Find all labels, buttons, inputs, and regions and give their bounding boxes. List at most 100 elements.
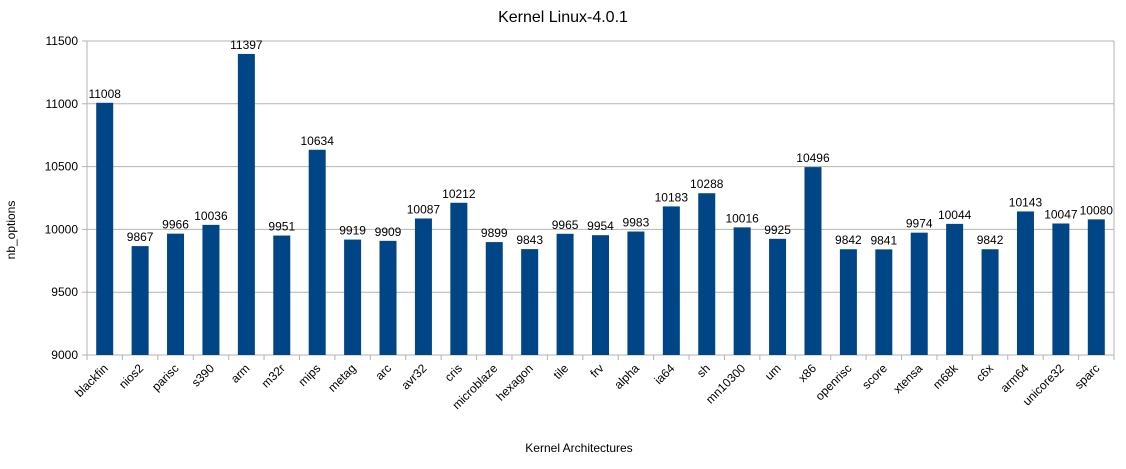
x-tick-label-um: um bbox=[762, 361, 784, 383]
bar-mips bbox=[308, 149, 326, 355]
x-tick-label-tile: tile bbox=[550, 361, 571, 382]
bar-ia64 bbox=[662, 206, 680, 355]
data-label-cris: 10212 bbox=[442, 187, 476, 201]
bar-arm bbox=[237, 53, 255, 355]
bar-alpha bbox=[627, 231, 645, 355]
x-tick-label-sh: sh bbox=[694, 361, 713, 380]
data-label-um: 9925 bbox=[764, 223, 791, 237]
x-tick-label-arm: arm bbox=[228, 361, 253, 386]
x-tick-label-openrisc: openrisc bbox=[813, 361, 855, 403]
chart-title: Kernel Linux-4.0.1 bbox=[498, 9, 628, 26]
x-tick-label-ia64: ia64 bbox=[652, 361, 678, 387]
data-label-m68k: 10044 bbox=[938, 208, 972, 222]
data-label-ia64: 10183 bbox=[655, 190, 689, 204]
bar-sparc bbox=[1087, 219, 1105, 355]
y-tick-label: 9000 bbox=[51, 348, 78, 362]
bar-score bbox=[875, 249, 893, 355]
x-tick-label-m68k: m68k bbox=[930, 361, 961, 392]
bar-mn10300 bbox=[733, 227, 751, 355]
bar-m68k bbox=[946, 223, 964, 355]
y-tick-label: 10000 bbox=[45, 222, 79, 236]
grid-lines bbox=[86, 40, 1115, 356]
x-tick-label-m32r: m32r bbox=[259, 361, 288, 390]
x-tick-label-s390: s390 bbox=[189, 361, 218, 390]
x-tick-label-metag: metag bbox=[325, 361, 358, 394]
data-label-parisc: 9966 bbox=[162, 218, 189, 232]
bar-avr32 bbox=[414, 218, 432, 355]
x-tick-label-mn10300: mn10300 bbox=[703, 361, 749, 407]
data-labels: 11008 9867 9966 10036 11397 9951 10634 9919 9909… bbox=[88, 38, 1113, 247]
data-label-m32r: 9951 bbox=[268, 220, 295, 234]
data-label-arm: 11397 bbox=[230, 38, 263, 52]
bar-hexagon bbox=[521, 249, 539, 355]
x-tick-label-xtensa: xtensa bbox=[890, 361, 925, 396]
x-tick-label-cris: cris bbox=[442, 361, 465, 384]
x-tick-label-parisc: parisc bbox=[149, 361, 182, 394]
bar-metag bbox=[344, 239, 362, 355]
data-label-microblaze: 9899 bbox=[481, 226, 508, 240]
data-label-openrisc: 9842 bbox=[835, 233, 862, 247]
bar-s390 bbox=[202, 224, 220, 355]
x-axis-label: Kernel Architectures bbox=[525, 441, 632, 455]
bar-unicore32 bbox=[1052, 223, 1070, 355]
x-tick-label-c6x: c6x bbox=[973, 361, 996, 384]
data-label-tile: 9965 bbox=[552, 218, 579, 232]
x-tick-label-arc: arc bbox=[372, 361, 394, 383]
y-tick-label: 11500 bbox=[46, 34, 79, 48]
data-label-blackfin: 11008 bbox=[88, 87, 121, 101]
data-label-sh: 10288 bbox=[690, 177, 724, 191]
bar-nios2 bbox=[131, 246, 149, 355]
data-label-avr32: 10087 bbox=[407, 202, 441, 216]
data-label-mn10300: 10016 bbox=[725, 211, 759, 225]
x-tick-label-hexagon: hexagon bbox=[493, 361, 535, 403]
data-label-x86: 10496 bbox=[796, 151, 830, 165]
bar-xtensa bbox=[910, 232, 928, 355]
data-label-alpha: 9983 bbox=[623, 216, 650, 230]
data-label-xtensa: 9974 bbox=[906, 217, 933, 231]
bar-cris bbox=[450, 202, 468, 355]
data-label-arm64: 10143 bbox=[1009, 195, 1043, 209]
bar-um bbox=[769, 238, 787, 355]
bar-openrisc bbox=[839, 249, 857, 355]
data-label-unicore32: 10047 bbox=[1044, 207, 1078, 221]
bar-frv bbox=[592, 235, 609, 355]
data-label-c6x: 9842 bbox=[977, 233, 1004, 247]
x-tick-label-score: score bbox=[859, 361, 890, 392]
bar-arm64 bbox=[1016, 211, 1034, 355]
bar-microblaze bbox=[485, 242, 503, 355]
bar-blackfin bbox=[96, 102, 114, 355]
bars bbox=[96, 53, 1105, 355]
x-tick-label-blackfin: blackfin bbox=[72, 361, 111, 400]
data-label-frv: 9954 bbox=[587, 219, 614, 233]
x-tick-label-nios2: nios2 bbox=[116, 361, 146, 391]
y-axis-ticks: 9000 9500 10000 10500 11000 11500 bbox=[45, 34, 87, 362]
x-tick-label-avr32: avr32 bbox=[398, 361, 429, 392]
bar-tile bbox=[556, 233, 574, 355]
data-label-arc: 9909 bbox=[375, 225, 402, 239]
x-tick-label-frv: frv bbox=[587, 361, 606, 380]
data-label-metag: 9919 bbox=[339, 224, 366, 238]
bar-m32r bbox=[273, 235, 291, 355]
data-label-hexagon: 9843 bbox=[516, 233, 543, 247]
bar-arc bbox=[379, 240, 397, 355]
bar-sh bbox=[698, 193, 716, 355]
y-tick-label: 9500 bbox=[51, 285, 78, 299]
x-tick-label-arm64: arm64 bbox=[998, 361, 1032, 395]
x-tick-label-alpha: alpha bbox=[611, 361, 642, 392]
bar-c6x bbox=[981, 249, 999, 355]
y-tick-label: 11000 bbox=[46, 97, 79, 111]
data-label-score: 9841 bbox=[870, 233, 897, 247]
x-tick-label-x86: x86 bbox=[796, 361, 820, 385]
y-tick-label: 10500 bbox=[45, 160, 79, 174]
data-label-sparc: 10080 bbox=[1080, 203, 1114, 217]
x-tick-label-sparc: sparc bbox=[1072, 361, 1103, 392]
bar-parisc bbox=[167, 233, 185, 355]
data-label-mips: 10634 bbox=[301, 134, 335, 148]
x-tick-label-mips: mips bbox=[295, 361, 323, 389]
bar-x86 bbox=[804, 167, 822, 355]
data-label-nios2: 9867 bbox=[127, 230, 154, 244]
x-axis-ticks: blackfin nios2 parisc s390 arm m32r mips metag a… bbox=[72, 355, 1115, 412]
y-axis-label: nb_options bbox=[4, 201, 18, 260]
